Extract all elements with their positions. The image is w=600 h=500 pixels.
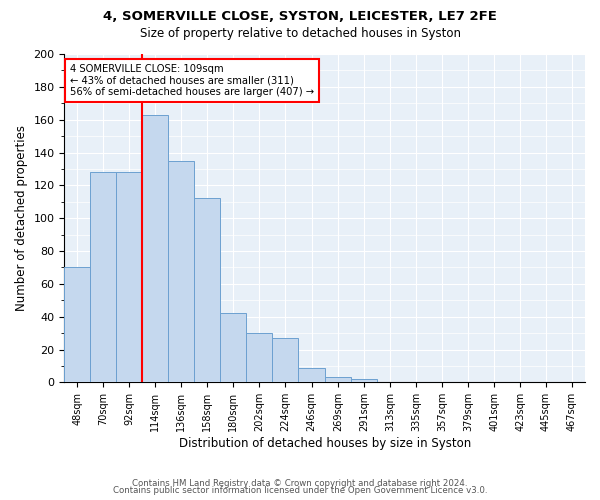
Bar bbox=[168, 160, 194, 382]
Bar bbox=[64, 268, 91, 382]
Bar bbox=[351, 379, 377, 382]
Text: Contains HM Land Registry data © Crown copyright and database right 2024.: Contains HM Land Registry data © Crown c… bbox=[132, 478, 468, 488]
Bar bbox=[91, 172, 116, 382]
Text: 4, SOMERVILLE CLOSE, SYSTON, LEICESTER, LE7 2FE: 4, SOMERVILLE CLOSE, SYSTON, LEICESTER, … bbox=[103, 10, 497, 23]
Text: 4 SOMERVILLE CLOSE: 109sqm
← 43% of detached houses are smaller (311)
56% of sem: 4 SOMERVILLE CLOSE: 109sqm ← 43% of deta… bbox=[70, 64, 314, 97]
Y-axis label: Number of detached properties: Number of detached properties bbox=[15, 125, 28, 311]
Bar bbox=[298, 368, 325, 382]
Bar bbox=[220, 314, 246, 382]
Text: Contains public sector information licensed under the Open Government Licence v3: Contains public sector information licen… bbox=[113, 486, 487, 495]
Bar bbox=[142, 114, 168, 382]
X-axis label: Distribution of detached houses by size in Syston: Distribution of detached houses by size … bbox=[179, 437, 471, 450]
Bar bbox=[246, 333, 272, 382]
Bar bbox=[272, 338, 298, 382]
Text: Size of property relative to detached houses in Syston: Size of property relative to detached ho… bbox=[139, 28, 461, 40]
Bar bbox=[194, 198, 220, 382]
Bar bbox=[116, 172, 142, 382]
Bar bbox=[325, 378, 351, 382]
